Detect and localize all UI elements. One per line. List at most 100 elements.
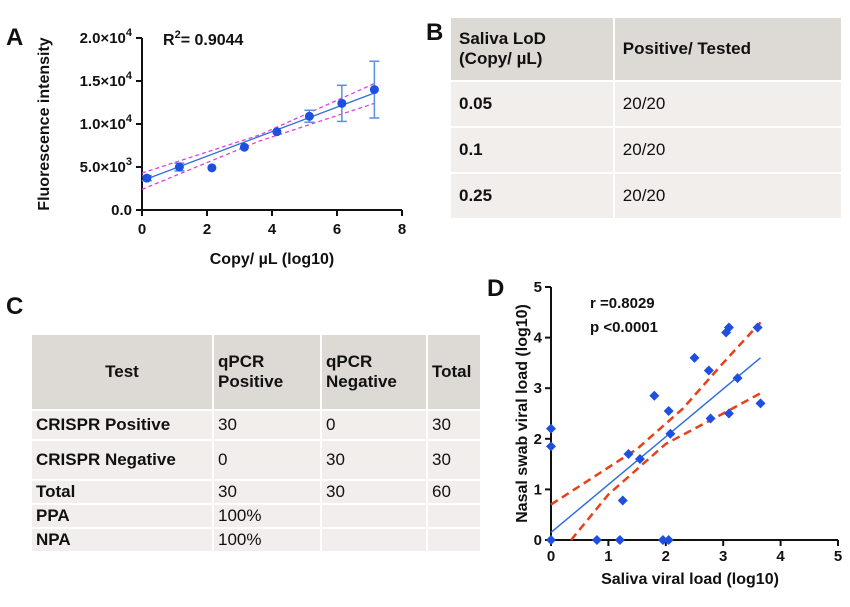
data-point bbox=[369, 85, 379, 95]
table-agreement: Test qPCR Positive qPCR Negative Total C… bbox=[30, 333, 482, 553]
y-axis-label: Nasal swab viral load (log10) bbox=[514, 304, 531, 523]
panel-label-c: C bbox=[6, 293, 23, 320]
table-row: PPA 100% bbox=[30, 503, 482, 529]
header-qpcr-negative: qPCR Negative bbox=[320, 333, 428, 411]
total-cell bbox=[426, 527, 482, 553]
data-point bbox=[623, 448, 634, 459]
panel-label-d: D bbox=[487, 275, 504, 302]
result-cell: 20/20 bbox=[612, 172, 844, 220]
lod-cell: 0.25 bbox=[449, 172, 615, 220]
x-tick-label: 5 bbox=[834, 548, 842, 565]
data-point bbox=[591, 535, 602, 545]
chart-d: 0 1 2 3 4 5 0 1 2 3 4 5 r =0.8029 p <0.0001 Saliva vir… bbox=[514, 279, 842, 588]
data-point bbox=[546, 535, 556, 545]
y-tick-label: 1 bbox=[534, 481, 542, 498]
y-tick-label: 2 bbox=[534, 431, 542, 448]
y-tick-label: 5 bbox=[534, 279, 542, 296]
y-tick-label: 4 bbox=[534, 330, 543, 347]
y-tick-label: 1.5×104 bbox=[80, 70, 133, 90]
header-line: Positive bbox=[218, 372, 284, 391]
qpcr-positive-cell: 0 bbox=[212, 439, 322, 481]
header-positive-tested: Positive/ Tested bbox=[612, 16, 844, 82]
x-tick-label: 8 bbox=[398, 221, 406, 238]
data-point bbox=[207, 163, 217, 173]
data-point bbox=[304, 111, 314, 121]
row-label: CRISPR Negative bbox=[30, 439, 214, 481]
x-tick-label: 0 bbox=[138, 221, 146, 238]
result-cell: 20/20 bbox=[612, 126, 844, 174]
panel-label-b: B bbox=[426, 19, 443, 46]
regression-line bbox=[550, 357, 761, 533]
confidence-band-lower bbox=[570, 392, 762, 541]
y-tick-label: 3 bbox=[534, 380, 542, 397]
table-header-row: Saliva LoD (Copy/ µL) Positive/ Tested bbox=[449, 16, 844, 82]
x-tick-label: 2 bbox=[203, 221, 211, 238]
total-cell: 30 bbox=[426, 409, 482, 441]
header-line: (Copy/ µL) bbox=[459, 49, 543, 68]
header-qpcr-positive: qPCR Positive bbox=[212, 333, 322, 411]
data-point bbox=[239, 142, 249, 152]
data-point bbox=[663, 405, 674, 416]
qpcr-positive-cell: 100% bbox=[212, 527, 322, 553]
qpcr-negative-cell: 30 bbox=[320, 479, 428, 505]
data-point bbox=[546, 423, 556, 434]
data-point bbox=[755, 398, 766, 409]
data-point bbox=[689, 352, 700, 363]
header-line: qPCR bbox=[218, 352, 265, 371]
confidence-band-upper bbox=[141, 82, 375, 174]
data-point bbox=[142, 173, 152, 183]
table-row: 0.1 20/20 bbox=[449, 126, 844, 174]
panel-label-a: A bbox=[6, 24, 23, 51]
table-row: CRISPR Positive 30 0 30 bbox=[30, 409, 482, 441]
data-point bbox=[665, 428, 676, 439]
x-tick-label: 6 bbox=[333, 221, 341, 238]
data-point bbox=[614, 535, 625, 545]
table-lod: Saliva LoD (Copy/ µL) Positive/ Tested 0… bbox=[449, 16, 844, 220]
table-header-row: Test qPCR Positive qPCR Negative Total bbox=[30, 333, 482, 411]
x-tick-label: 0 bbox=[547, 548, 555, 565]
x-tick-label: 2 bbox=[662, 548, 670, 565]
total-cell: 60 bbox=[426, 479, 482, 505]
data-point bbox=[337, 98, 347, 108]
header-line: qPCR bbox=[326, 352, 373, 371]
data-point bbox=[703, 365, 714, 376]
header-line: Saliva LoD bbox=[459, 29, 546, 48]
y-tick-label: 1.0×104 bbox=[80, 113, 133, 133]
r-annotation: r =0.8029 bbox=[590, 295, 655, 312]
qpcr-positive-cell: 100% bbox=[212, 503, 322, 529]
table-row: CRISPR Negative 0 30 30 bbox=[30, 439, 482, 481]
table-row: Total 30 30 60 bbox=[30, 479, 482, 505]
y-tick-label: 0.0 bbox=[111, 202, 132, 219]
x-tick-label: 4 bbox=[268, 221, 277, 238]
qpcr-positive-cell: 30 bbox=[212, 479, 322, 505]
header-line: Negative bbox=[326, 372, 397, 391]
x-tick-label: 1 bbox=[604, 548, 612, 565]
x-axis-label: Copy/ µL (log10) bbox=[210, 251, 334, 268]
data-point bbox=[657, 535, 668, 545]
data-point bbox=[174, 162, 184, 172]
row-label: Total bbox=[30, 479, 214, 505]
table-row: 0.25 20/20 bbox=[449, 172, 844, 220]
data-point bbox=[732, 373, 743, 384]
p-annotation: p <0.0001 bbox=[590, 319, 658, 336]
x-tick-label: 4 bbox=[776, 548, 785, 565]
qpcr-negative-cell bbox=[320, 527, 428, 553]
header-total: Total bbox=[426, 333, 482, 411]
qpcr-negative-cell: 30 bbox=[320, 439, 428, 481]
x-axis-label: Saliva viral load (log10) bbox=[601, 571, 779, 588]
data-point bbox=[752, 322, 763, 333]
qpcr-negative-cell bbox=[320, 503, 428, 529]
qpcr-negative-cell: 0 bbox=[320, 409, 428, 441]
chart-a: 0 2 4 6 8 0.0 5.0×103 1.0×104 1.5×104 2.0×104 Copy… bbox=[36, 27, 406, 268]
confidence-band-lower bbox=[141, 102, 375, 190]
data-point bbox=[634, 454, 645, 465]
data-point bbox=[663, 535, 674, 545]
header-saliva-lod: Saliva LoD (Copy/ µL) bbox=[449, 16, 615, 82]
data-point bbox=[546, 441, 556, 452]
y-tick-label: 5.0×103 bbox=[80, 156, 132, 176]
data-point bbox=[617, 495, 628, 506]
x-tick-label: 3 bbox=[719, 548, 727, 565]
table-row: NPA 100% bbox=[30, 527, 482, 553]
r-squared-annotation: R2= 0.9044 bbox=[163, 29, 244, 49]
data-point bbox=[272, 127, 282, 137]
